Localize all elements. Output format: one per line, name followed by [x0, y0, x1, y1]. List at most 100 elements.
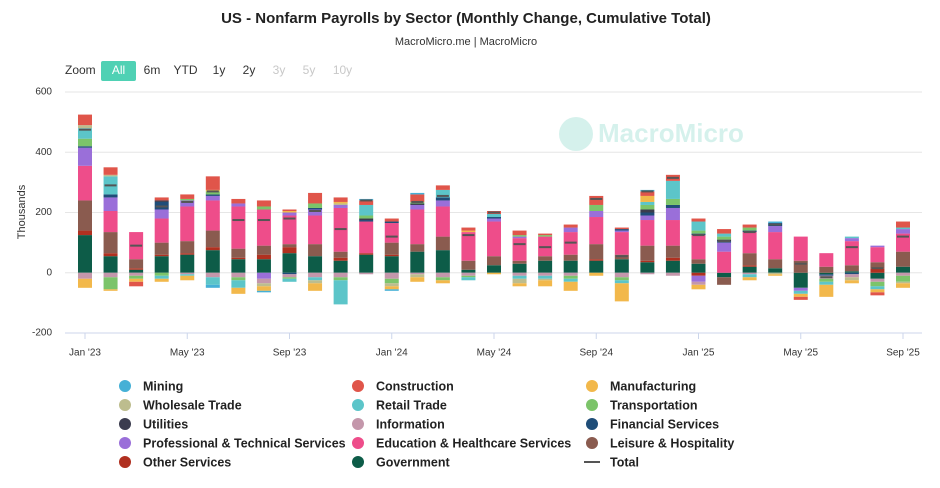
bar-segment	[512, 235, 527, 237]
bar-segment	[282, 215, 297, 245]
bar-segment	[205, 191, 220, 195]
bar-segment	[231, 287, 246, 294]
zoom-button[interactable]: All	[112, 63, 125, 77]
bar-segment	[78, 138, 92, 147]
bar-segment	[742, 232, 757, 254]
legend-label[interactable]: Professional & Technical Services	[143, 436, 346, 450]
legend-label[interactable]: Wholesale Trade	[143, 398, 242, 412]
zoom-button[interactable]: 1y	[213, 63, 226, 77]
bar-segment	[103, 256, 118, 273]
bar-segment	[103, 210, 118, 233]
bar-segment	[844, 271, 859, 273]
bar-segment	[384, 272, 399, 279]
bar-segment	[844, 277, 859, 281]
bar-segment	[691, 275, 706, 282]
legend-label[interactable]: Transportation	[610, 398, 698, 412]
bar-segment	[359, 218, 374, 221]
bar-segment	[154, 209, 169, 219]
bar-segment	[563, 275, 578, 279]
bar-segment	[308, 203, 323, 208]
bar-segment	[154, 218, 169, 243]
bar-segment	[896, 266, 910, 273]
bar-segment	[78, 125, 92, 129]
bar-segment	[180, 254, 195, 273]
zoom-button[interactable]: 6m	[144, 63, 161, 77]
bar-segment	[461, 260, 476, 270]
bar-segment	[742, 265, 757, 267]
x-tick-label: Jan '24	[376, 348, 408, 359]
legend-label[interactable]: Government	[376, 455, 450, 469]
legend-label[interactable]: Other Services	[143, 455, 231, 469]
bar-segment	[103, 289, 118, 291]
bar-segment	[384, 283, 399, 287]
bar-segment	[691, 284, 706, 290]
bar-segment	[359, 220, 374, 222]
bar-segment	[410, 194, 425, 202]
bar-segment	[538, 280, 553, 287]
bar-segment	[819, 272, 834, 275]
legend-symbol	[119, 399, 131, 411]
bar-segment	[870, 278, 885, 282]
bar-segment	[563, 224, 578, 228]
bar-segment	[205, 284, 220, 288]
bar-segment	[256, 278, 271, 284]
bar-segment	[691, 272, 706, 276]
bar-segment	[691, 218, 706, 222]
bar-segment	[129, 259, 144, 269]
bar-segment	[665, 198, 680, 205]
bar-segment	[384, 278, 399, 284]
legend-label[interactable]: Leisure & Hospitality	[610, 436, 734, 450]
legend-label[interactable]: Education & Healthcare Services	[376, 436, 571, 450]
legend-label[interactable]: Mining	[143, 379, 183, 393]
bar-segment	[819, 253, 834, 267]
bar-segment	[333, 277, 348, 281]
zoom-button[interactable]: 2y	[243, 63, 256, 77]
bar-segment	[512, 230, 527, 236]
bar-segment	[538, 233, 553, 236]
bar-segment	[256, 254, 271, 260]
watermark-logo	[559, 117, 593, 151]
bar-segment	[870, 272, 885, 279]
bar-segment	[793, 260, 808, 273]
bar-segment	[333, 204, 348, 208]
legend-label[interactable]: Total	[610, 455, 639, 469]
bar-segment	[819, 278, 834, 282]
bar-segment	[205, 250, 220, 273]
bar-segment	[870, 292, 885, 296]
legend-label[interactable]: Information	[376, 417, 445, 431]
bar-segment	[614, 259, 629, 273]
bar-segment	[435, 185, 450, 190]
bar-segment	[717, 233, 732, 237]
bar-segment	[896, 233, 910, 252]
bar-segment	[717, 272, 732, 278]
legend-label[interactable]: Retail Trade	[376, 398, 447, 412]
bar-segment	[78, 128, 92, 139]
bar-segment	[129, 275, 144, 279]
legend-label[interactable]: Manufacturing	[610, 379, 696, 393]
bar-segment	[384, 256, 399, 273]
bar-segment	[205, 176, 220, 190]
bar-segment	[154, 256, 169, 273]
bar-segment	[538, 256, 553, 261]
bar-segment	[870, 262, 885, 269]
bar-segment	[308, 244, 323, 257]
bar-segment	[487, 217, 501, 219]
bar-segment	[410, 204, 425, 210]
legend-label[interactable]: Utilities	[143, 417, 188, 431]
bar-segment	[793, 236, 808, 261]
bar-segment	[819, 274, 834, 276]
bar-segment	[231, 206, 246, 249]
bar-segment	[359, 272, 374, 275]
bar-segment	[589, 272, 604, 276]
legend-symbol	[352, 380, 364, 392]
bar-segment	[589, 204, 604, 211]
legend-label[interactable]: Construction	[376, 379, 454, 393]
legend-label[interactable]: Financial Services	[610, 417, 719, 431]
bar-segment	[333, 251, 348, 258]
x-tick-label: May '25	[783, 348, 818, 359]
bar-segment	[435, 197, 450, 201]
zoom-button[interactable]: YTD	[174, 63, 198, 77]
bar-segment	[282, 210, 297, 213]
bar-segment	[896, 227, 910, 230]
bar-segment	[205, 194, 220, 196]
